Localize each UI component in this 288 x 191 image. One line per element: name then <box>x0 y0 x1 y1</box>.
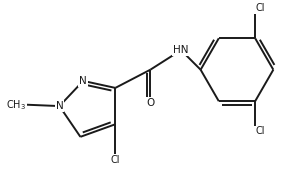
Text: Cl: Cl <box>255 3 265 13</box>
Text: Cl: Cl <box>255 126 265 136</box>
Text: CH$_3$: CH$_3$ <box>6 98 26 112</box>
Text: Cl: Cl <box>111 155 120 165</box>
Text: O: O <box>146 98 154 108</box>
Text: HN: HN <box>173 45 189 55</box>
Text: N: N <box>79 76 87 86</box>
Text: N: N <box>56 101 63 111</box>
